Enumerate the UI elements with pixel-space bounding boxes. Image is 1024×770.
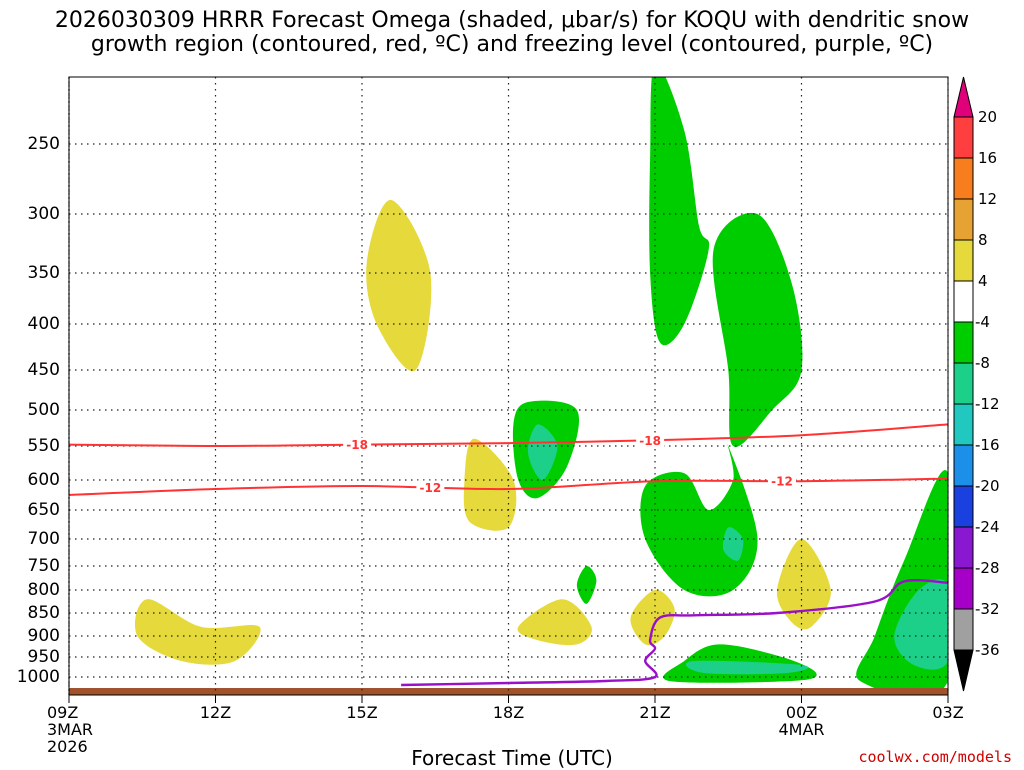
colorbar-top-cap [953,76,974,118]
dgz-label-bg--18-0 [343,437,372,452]
dgz-contour--12 [69,477,948,496]
omega-positive-region-4 [630,589,675,646]
x-tick-label: 12Z [199,703,232,722]
y-tick-label: 750 [27,556,60,576]
plot-frame [68,76,949,703]
colorbar-swatch-11 [953,567,974,610]
colorbar-swatch-0 [953,116,974,159]
dgz-label-bg--18-1 [636,433,665,448]
omega-strong-region-1 [722,527,744,561]
y-tick-label: 300 [27,204,60,224]
colorbar-swatch-7 [953,403,974,446]
colorbar-label: -12 [975,395,1000,413]
colorbar-swatch-5 [953,321,974,364]
omega-negative-region-12 [576,565,597,604]
colorbar-swatch-3 [953,239,974,282]
y-tick-label: 900 [27,626,60,646]
colorbar-swatch-4 [953,280,974,323]
colorbar-label: -4 [975,313,990,331]
colorbar-label: -32 [975,600,1000,618]
x-tick-label: 09Z 3MAR 2026 [47,703,94,756]
colorbar [953,76,974,692]
colorbar-bottom-cap [953,649,974,692]
x-tick-label: 03Z [932,703,964,722]
y-tick-label: 700 [27,529,60,549]
chart-title-line1: 2026030309 HRRR Forecast Omega (shaded, … [54,8,970,33]
y-tick-label: 600 [27,470,60,490]
dgz-label--18-0: -18 [346,438,368,452]
dgz-label--18-1: -18 [639,434,661,448]
dgz-label-bg--12-0 [416,480,445,495]
y-tick-label: 550 [27,436,60,456]
y-tick-label: 850 [27,603,60,623]
y-tick-label: 950 [27,647,60,667]
chart-title-line2: growth region (contoured, red, ºC) and f… [90,32,934,57]
y-tick-label: 800 [27,580,60,600]
omega-positive-region-2 [134,599,261,665]
y-tick-label: 400 [27,314,60,334]
omega-negative-region-9 [640,444,758,597]
x-axis-title: Forecast Time (UTC) [411,746,613,770]
colorbar-label: -20 [975,477,1000,495]
y-tick-label: 650 [27,500,60,520]
x-tick-label: 00Z 4MAR [778,703,825,739]
y-tick-label: 1000 [16,667,60,687]
colorbar-label: 16 [978,149,998,167]
colorbar-label: -24 [975,518,1000,536]
omega-negative-region-7 [712,212,803,447]
colorbar-label: 8 [978,231,988,249]
dgz-label--12-0: -12 [420,481,442,495]
terrain-strip [69,688,948,695]
omega-positive-region-3 [517,599,592,646]
colorbar-swatch-2 [953,198,974,241]
colorbar-label: 12 [978,190,998,208]
colorbar-swatch-12 [953,608,974,651]
colorbar-swatch-1 [953,157,974,200]
y-tick-label: 250 [27,134,60,154]
omega-positive-region-0 [366,199,432,372]
omega-positive-region-1 [463,438,517,531]
colorbar-label: -16 [975,436,1000,454]
omega-strong-region-0 [527,424,558,481]
colorbar-swatch-10 [953,526,974,569]
dgz-contour--18 [69,423,948,448]
colorbar-label: 20 [978,108,998,126]
colorbar-swatch-8 [953,444,974,487]
credit-link[interactable]: coolwx.com/models [858,748,1012,766]
omega-strong-region-2 [685,660,809,675]
x-tick-label: 21Z [639,703,671,722]
colorbar-swatch-9 [953,485,974,528]
contours: -18 -18 -12 -12 [69,423,948,687]
omega-positive-region-5 [776,539,831,630]
colorbar-label: -8 [975,354,990,372]
x-tick-label: 18Z [492,703,525,722]
dgz-label--12-1: -12 [771,475,793,489]
y-tick-label: 450 [27,360,60,380]
colorbar-label: -28 [975,559,1000,577]
x-tick-label: 15Z [346,703,378,722]
omega-negative-region-6 [649,77,710,346]
y-tick-label: 350 [27,263,60,283]
dgz-label-bg--12-1 [767,474,796,489]
freezing-level-contour [401,579,948,687]
colorbar-swatch-6 [953,362,974,405]
y-tick-label: 500 [27,400,60,420]
omega-strong-region-3 [894,579,948,670]
colorbar-label: 4 [978,272,988,290]
colorbar-label: -36 [975,641,1000,659]
omega-shading [69,77,948,695]
